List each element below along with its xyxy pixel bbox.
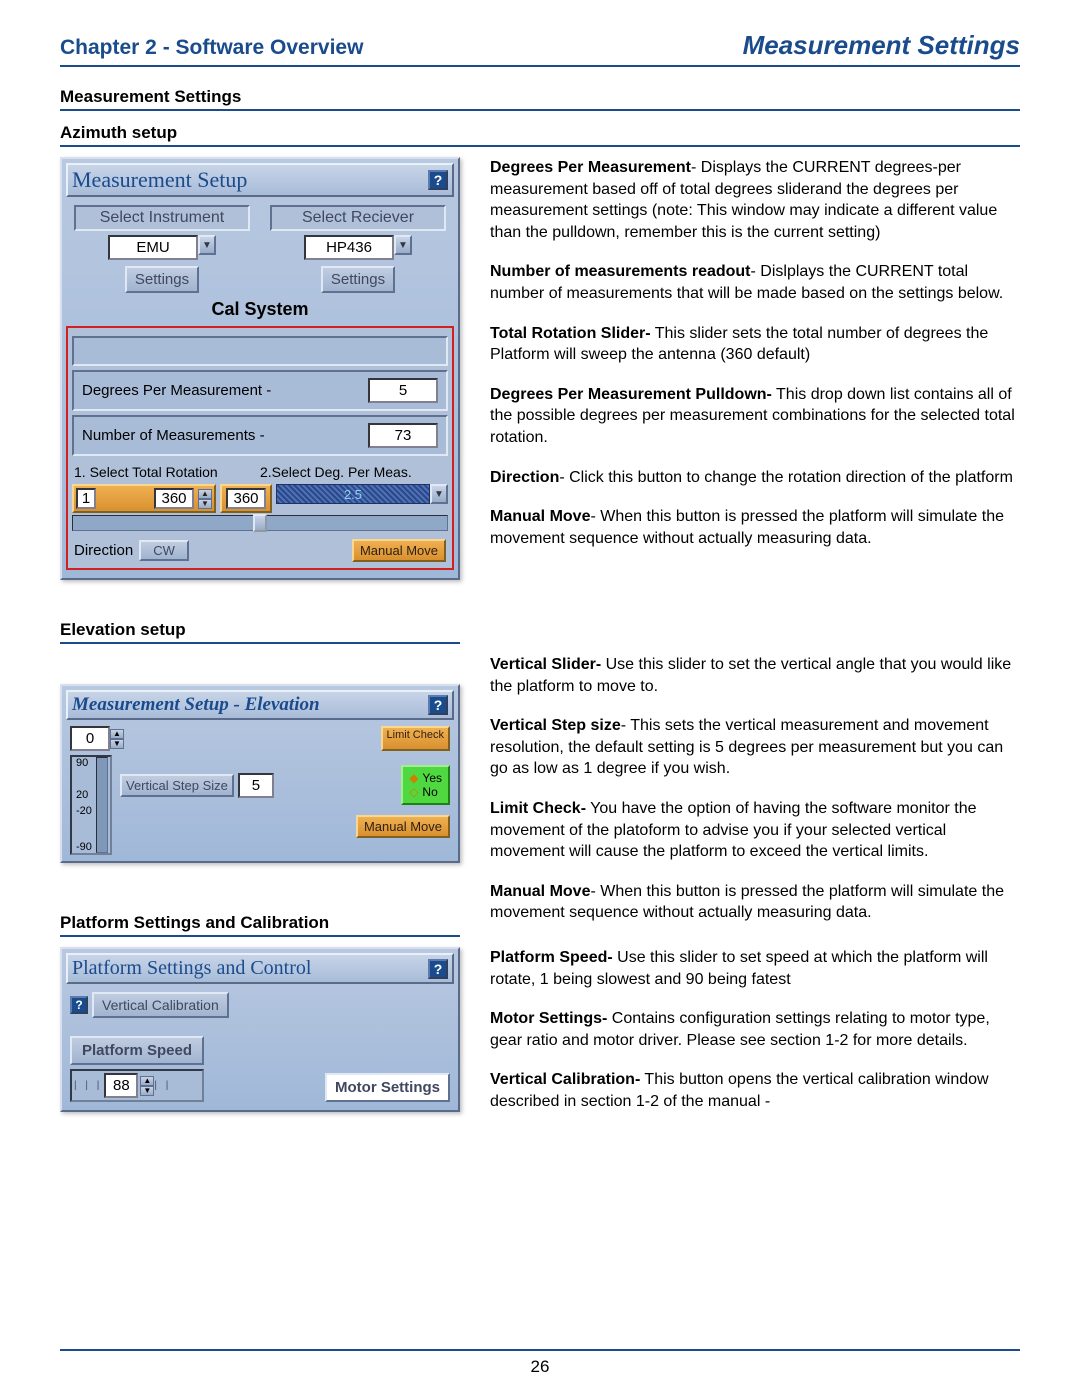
rotation-value[interactable]: 360 bbox=[154, 488, 194, 509]
cal-system-button[interactable]: Cal System bbox=[66, 297, 454, 322]
desc-label: Degrees Per Measurement Pulldown- bbox=[490, 386, 772, 403]
help-icon[interactable]: ? bbox=[428, 959, 448, 979]
desc-label: Total Rotation Slider- bbox=[490, 325, 651, 342]
platform-panel: Platform Settings and Control ? ? Vertic… bbox=[60, 947, 460, 1112]
page-header: Chapter 2 - Software Overview Measuremen… bbox=[60, 30, 1020, 67]
help-icon[interactable]: ? bbox=[428, 170, 448, 190]
elevation-description: Vertical Slider- Use this slider to set … bbox=[490, 654, 1020, 942]
desc-label: Manual Move bbox=[490, 508, 590, 525]
deg-pulldown[interactable]: 2.5 bbox=[276, 484, 430, 504]
desc-label: Manual Move bbox=[490, 883, 590, 900]
help-icon[interactable]: ? bbox=[428, 695, 448, 715]
num-meas-label: Number of Measurements - bbox=[82, 427, 358, 444]
limit-check-options[interactable]: ◆Yes ◇No bbox=[401, 765, 450, 805]
measurement-setup-panel: Measurement Setup ? Select Instrument EM… bbox=[60, 157, 460, 580]
manual-move-button[interactable]: Manual Move bbox=[356, 815, 450, 838]
page-number: 26 bbox=[60, 1349, 1020, 1377]
desc-label: Direction bbox=[490, 469, 559, 486]
spinner-icon[interactable]: ▲▼ bbox=[110, 729, 124, 749]
panel-titlebar: Measurement Setup - Elevation ? bbox=[66, 690, 454, 720]
rotation-min: 1 bbox=[76, 488, 96, 509]
heading-elevation-setup: Elevation setup bbox=[60, 620, 460, 644]
vertical-slider[interactable]: 90 20 -20 -90 bbox=[70, 755, 112, 855]
row-platform: Platform Settings and Control ? ? Vertic… bbox=[60, 947, 1020, 1131]
vertical-calibration-button[interactable]: Vertical Calibration bbox=[92, 992, 229, 1018]
spinner-icon[interactable]: ▲▼ bbox=[198, 489, 212, 509]
section-title: Measurement Settings bbox=[743, 30, 1020, 61]
rotation-slider-group[interactable]: 1 360 ▲▼ bbox=[72, 484, 216, 513]
vstep-value[interactable]: 5 bbox=[238, 773, 274, 798]
deg-per-meas-value: 5 bbox=[368, 378, 438, 403]
heading-measurement-settings: Measurement Settings bbox=[60, 87, 1020, 111]
elevation-spinner[interactable]: 0 bbox=[70, 726, 110, 751]
panel-title: Measurement Setup bbox=[72, 167, 247, 193]
panel-titlebar: Platform Settings and Control ? bbox=[66, 953, 454, 984]
heading-azimuth-setup: Azimuth setup bbox=[60, 123, 1020, 147]
num-meas-value: 73 bbox=[368, 423, 438, 448]
chevron-down-icon[interactable]: ▼ bbox=[198, 235, 216, 255]
deg-per-meas-label: Degrees Per Measurement - bbox=[82, 382, 358, 399]
red-highlight-frame: Degrees Per Measurement - 5 Number of Me… bbox=[66, 326, 454, 570]
chevron-down-icon[interactable]: ▼ bbox=[430, 484, 448, 504]
desc-label: Platform Speed- bbox=[490, 949, 613, 966]
desc-label: Vertical Slider- bbox=[490, 656, 601, 673]
step1-label: 1. Select Total Rotation bbox=[74, 464, 260, 480]
help-icon[interactable]: ? bbox=[70, 996, 88, 1014]
motor-settings-button[interactable]: Motor Settings bbox=[325, 1073, 450, 1102]
step2-label: 2.Select Deg. Per Meas. bbox=[260, 464, 446, 480]
desc-label: Limit Check- bbox=[490, 800, 586, 817]
desc-label: Vertical Calibration- bbox=[490, 1071, 640, 1088]
rotation-max: 360 bbox=[226, 488, 266, 509]
receiver-settings-button[interactable]: Settings bbox=[321, 266, 395, 293]
receiver-dropdown[interactable]: HP436 bbox=[304, 235, 394, 260]
speed-value[interactable]: 88 bbox=[104, 1073, 138, 1098]
platform-description: Platform Speed- Use this slider to set s… bbox=[490, 947, 1020, 1131]
panel-titlebar: Measurement Setup ? bbox=[66, 163, 454, 197]
desc-label: Degrees Per Measurement bbox=[490, 159, 691, 176]
row-azimuth: Measurement Setup ? Select Instrument EM… bbox=[60, 157, 1020, 654]
rotation-max-box: 360 bbox=[220, 484, 272, 513]
heading-platform-settings: Platform Settings and Calibration bbox=[60, 913, 460, 937]
panel-title: Platform Settings and Control bbox=[72, 957, 311, 980]
azimuth-description: Degrees Per Measurement- Displays the CU… bbox=[490, 157, 1020, 567]
select-instrument-label: Select Instrument bbox=[74, 205, 250, 231]
vstep-label: Vertical Step Size bbox=[120, 774, 234, 797]
platform-speed-label: Platform Speed bbox=[70, 1036, 204, 1065]
slider-thumb[interactable] bbox=[253, 514, 267, 532]
panel-title: Measurement Setup - Elevation bbox=[72, 694, 320, 716]
spinner-icon[interactable]: ▲▼ bbox=[140, 1076, 154, 1096]
manual-move-button[interactable]: Manual Move bbox=[352, 539, 446, 562]
desc-label: Vertical Step size bbox=[490, 717, 621, 734]
direction-button[interactable]: CW bbox=[139, 540, 189, 561]
chapter-title: Chapter 2 - Software Overview bbox=[60, 36, 363, 60]
row-elevation: Measurement Setup - Elevation ? 0 ▲▼ Lim… bbox=[60, 654, 1020, 947]
limit-check-button[interactable]: Limit Check bbox=[381, 726, 450, 751]
direction-label: Direction bbox=[74, 542, 133, 559]
select-receiver-label: Select Reciever bbox=[270, 205, 446, 231]
desc-label: Number of measurements readout bbox=[490, 263, 751, 280]
desc-label: Motor Settings- bbox=[490, 1010, 607, 1027]
elevation-panel: Measurement Setup - Elevation ? 0 ▲▼ Lim… bbox=[60, 684, 460, 863]
instrument-dropdown[interactable]: EMU bbox=[108, 235, 198, 260]
chevron-down-icon[interactable]: ▼ bbox=[394, 235, 412, 255]
rotation-slider-track[interactable] bbox=[72, 515, 448, 531]
instrument-settings-button[interactable]: Settings bbox=[125, 266, 199, 293]
